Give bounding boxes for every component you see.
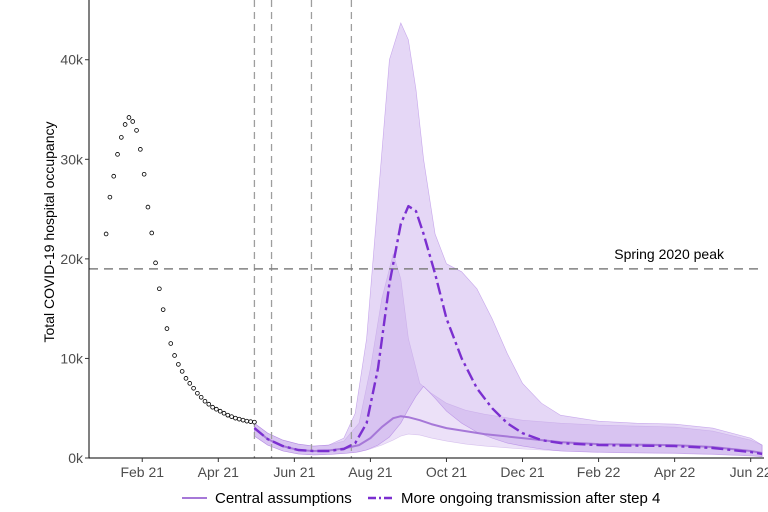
reference-line-group: Spring 2020 peak <box>89 246 764 270</box>
observed-point <box>138 147 143 152</box>
x-tick-label: Dec 21 <box>500 464 545 480</box>
x-tick-label: Jun 22 <box>730 464 768 480</box>
x-ticks: Feb 21 Apr 21 Jun 21 Aug 21 Oct 21 Dec 21 Feb … <box>120 458 768 480</box>
observed-point <box>202 398 208 404</box>
y-tick-label: 10k <box>60 350 84 366</box>
observed-point <box>183 376 189 381</box>
observed-point <box>119 135 124 140</box>
observed-point <box>198 394 204 400</box>
observed-point <box>153 260 158 266</box>
observed-point <box>240 417 246 423</box>
observed-point <box>168 341 174 346</box>
observed-point <box>126 115 132 120</box>
y-tick-label: 30k <box>60 151 84 167</box>
observed-point <box>149 230 155 236</box>
y-tick-label: 40k <box>60 52 84 68</box>
x-tick-label: Jun 21 <box>273 464 315 480</box>
observed-point <box>244 418 250 424</box>
observed-point <box>210 404 215 410</box>
band-more-transmission <box>254 22 763 457</box>
y-tick-label: 20k <box>60 251 84 267</box>
observed-point <box>225 412 231 418</box>
x-tick-label: Feb 22 <box>577 464 621 480</box>
observed-point <box>130 119 136 124</box>
observed-point <box>107 194 113 200</box>
observed-point <box>217 408 223 414</box>
observed-point <box>191 386 196 391</box>
spring-2020-peak-label: Spring 2020 peak <box>614 246 725 262</box>
observed-point <box>122 122 128 127</box>
series-line-more-transmission <box>253 204 763 456</box>
legend-label-more-transmission: More ongoing transmission after step 4 <box>401 490 660 507</box>
band-central <box>254 252 763 457</box>
observed-points <box>103 115 257 425</box>
observed-point <box>164 326 170 331</box>
axes: 0k 10k 20k 30k 40k Feb 21 Apr 21 Jun 21 Aug 21 O… <box>41 0 768 480</box>
observed-point <box>187 381 193 386</box>
x-tick-label: Aug 21 <box>348 464 393 480</box>
observed-point <box>221 410 227 416</box>
x-tick-label: Feb 21 <box>120 464 164 480</box>
observed-point <box>206 401 212 407</box>
observed-point <box>160 307 166 312</box>
observed-point <box>229 414 234 419</box>
y-ticks: 0k 10k 20k 30k 40k <box>60 52 89 466</box>
observed-point <box>195 390 200 396</box>
observed-point <box>157 286 162 292</box>
legend: Central assumptions More ongoing transmi… <box>182 490 660 507</box>
observed-point <box>252 419 257 425</box>
observed-point <box>134 128 139 133</box>
y-axis-title: Total COVID-19 hospital occupancy <box>41 122 57 343</box>
legend-label-central: Central assumptions <box>215 490 352 507</box>
observed-point <box>115 152 120 157</box>
observed-point <box>145 204 151 210</box>
y-tick-label: 0k <box>68 450 84 466</box>
series-lines <box>253 204 763 456</box>
step-date-lines <box>253 0 353 458</box>
x-tick-label: Apr 22 <box>654 464 695 480</box>
observed-point <box>111 173 117 179</box>
observed-point <box>141 171 147 177</box>
observed-point <box>179 369 185 374</box>
observed-point <box>236 416 242 422</box>
observed-point <box>248 419 253 424</box>
observed-point <box>172 353 177 358</box>
x-tick-label: Apr 21 <box>198 464 239 480</box>
x-tick-label: Oct 21 <box>426 464 467 480</box>
observed-point <box>176 362 181 367</box>
observed-point <box>233 415 238 421</box>
confidence-bands <box>254 22 763 457</box>
observed-point <box>103 231 109 237</box>
observed-point <box>214 406 219 412</box>
